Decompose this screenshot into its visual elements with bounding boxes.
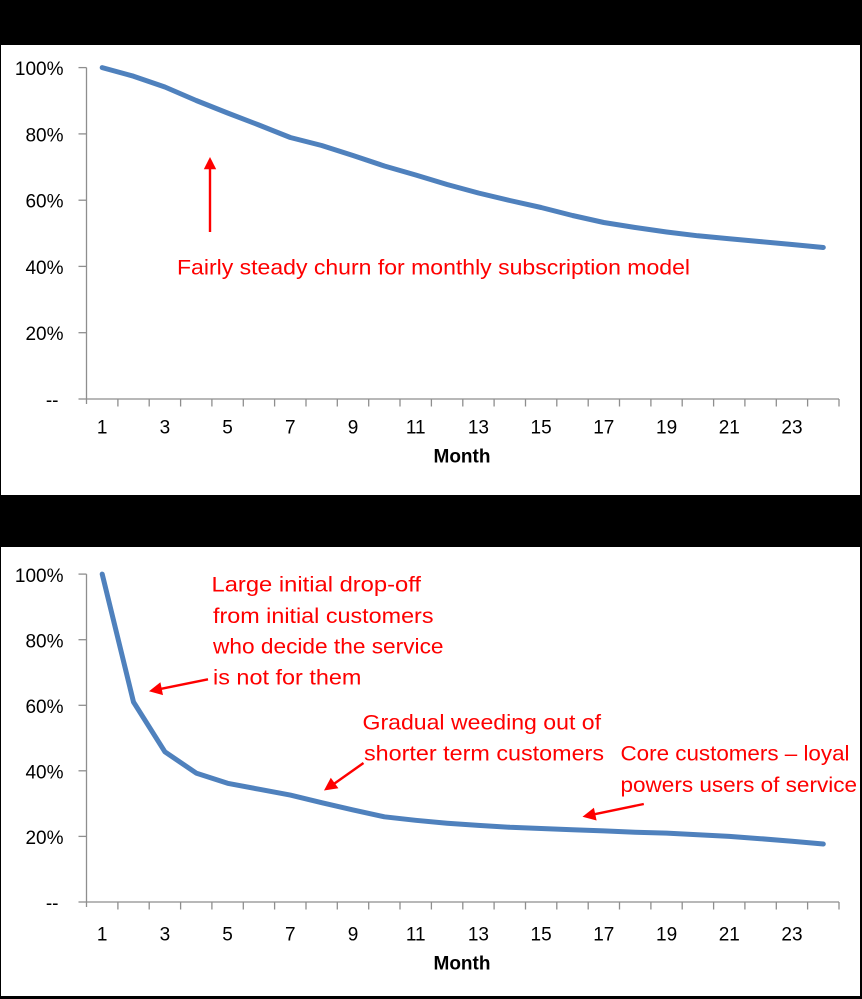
svg-text:15: 15 (531, 925, 552, 946)
svg-text:20%: 20% (25, 324, 63, 345)
svg-text:1: 1 (97, 417, 108, 438)
svg-text:is not for them: is not for them (213, 667, 361, 690)
svg-text:5: 5 (222, 417, 233, 438)
svg-text:19: 19 (656, 417, 677, 438)
svg-text:powers users of service: powers users of service (621, 774, 858, 797)
svg-text:20%: 20% (25, 828, 63, 849)
svg-text:1: 1 (97, 925, 108, 946)
svg-text:60%: 60% (25, 697, 63, 718)
svg-text:13: 13 (468, 417, 489, 438)
svg-text:who decide the service: who decide the service (212, 635, 444, 658)
svg-text:40%: 40% (25, 258, 63, 279)
svg-text:17: 17 (593, 925, 614, 946)
svg-text:Gradual weeding out of: Gradual weeding out of (363, 712, 602, 735)
svg-text:shorter term customers: shorter term customers (364, 742, 604, 765)
svg-text:23: 23 (781, 925, 802, 946)
svg-text:--: -- (46, 391, 59, 412)
svg-text:19: 19 (656, 925, 677, 946)
svg-text:60%: 60% (25, 192, 63, 213)
svg-text:Month: Month (434, 446, 491, 467)
svg-text:23: 23 (781, 417, 802, 438)
svg-text:--: -- (46, 894, 59, 915)
svg-text:from initial customers: from initial customers (213, 605, 434, 628)
svg-text:15: 15 (531, 417, 552, 438)
svg-text:3: 3 (160, 417, 171, 438)
svg-text:80%: 80% (25, 125, 63, 146)
svg-text:Large initial drop-off: Large initial drop-off (212, 574, 422, 597)
svg-text:9: 9 (348, 925, 359, 946)
svg-text:21: 21 (719, 925, 740, 946)
svg-text:7: 7 (285, 925, 296, 946)
svg-text:21: 21 (719, 417, 740, 438)
svg-text:Month: Month (434, 953, 491, 974)
svg-text:Core customers – loyal: Core customers – loyal (621, 742, 850, 765)
svg-text:40%: 40% (25, 763, 63, 784)
svg-text:5: 5 (222, 925, 233, 946)
svg-text:13: 13 (468, 925, 489, 946)
svg-text:9: 9 (348, 417, 359, 438)
svg-text:80%: 80% (25, 631, 63, 652)
svg-text:100%: 100% (15, 59, 64, 80)
svg-text:11: 11 (406, 925, 426, 946)
svg-text:3: 3 (160, 925, 171, 946)
svg-text:Fairly steady churn for monthl: Fairly steady churn for monthly subscrip… (177, 257, 690, 280)
svg-text:7: 7 (285, 417, 296, 438)
svg-text:100%: 100% (15, 566, 64, 587)
svg-text:17: 17 (593, 417, 614, 438)
svg-text:11: 11 (406, 417, 426, 438)
